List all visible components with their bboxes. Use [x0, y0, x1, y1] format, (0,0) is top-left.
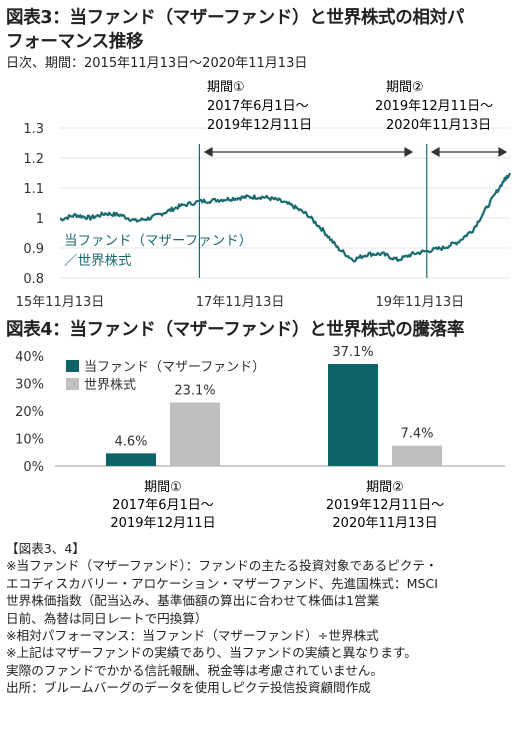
period2-range-line1: 2019年12月11日～	[375, 99, 493, 114]
period1-range-line1: 2017年6月1日～	[207, 99, 309, 114]
period2-arrow-left	[430, 146, 440, 158]
fig4-legend-label: 世界株式	[84, 378, 136, 393]
fig3-y-tick-label: 1.2	[23, 152, 44, 167]
group1-label: 期間①	[144, 480, 182, 495]
fig3-x-tick-label: 17年11月13日	[196, 295, 285, 310]
fig3-x-ticks: 15年11月13日 17年11月13日 19年11月13日	[16, 295, 464, 310]
group1-range-line1: 2017年6月1日～	[112, 498, 214, 513]
notes-heading: 【図表3、4】	[6, 541, 85, 556]
fig4-legend-swatch	[66, 360, 79, 372]
note-line: 出所：ブルームバーグのデータを使用しピクテ投信投資顧問作成	[6, 680, 371, 696]
note-line: 世界株価指数（配当込み、基準価額の算出に合わせて株価は1営業	[6, 593, 380, 609]
notes-block: 【図表3、4】 ※当ファンド（マザーファンド）：ファンドの主たる投資対象であるピ…	[6, 540, 526, 697]
fig3-title-line2: フォーマンス推移	[6, 32, 144, 52]
note-line: ※上記はマザーファンドの実績であり、当ファンドの実績と異なります。	[6, 645, 417, 661]
fig3-subtitle: 日次、期間：2015年11月13日～2020年11月13日	[6, 56, 308, 71]
fig4-bars: 4.6% 37.1% 23.1% 7.4%	[106, 345, 442, 466]
fig3-grid	[60, 127, 510, 279]
period1-range-line2: 2019年12月11日	[207, 118, 312, 133]
period2-range-line2: 2020年11月13日	[386, 118, 491, 133]
fig4-y-tick-label: 0%	[23, 460, 44, 475]
fig3-y-tick-label: 1.3	[23, 122, 44, 137]
fig4-bar-value-label: 7.4%	[400, 427, 433, 442]
fig4-legend-swatch	[66, 378, 79, 390]
fig3-line-chart: 0.8 0.9 1 1.1 1.2 1.3 15年11月13日 17年11月13日 19年11…	[16, 80, 512, 310]
note-line: 実際のファンドでかかる信託報酬、税金等は考慮されていません。	[6, 662, 384, 678]
fig3-x-tick-label: 19年11月13日	[376, 295, 465, 310]
note-line: エコディスカバリー・アロケーション・マザーファンド、先進国株式：MSCI	[6, 575, 438, 591]
fig4-y-tick-label: 20%	[15, 405, 44, 420]
fig4-bar-chart: 0% 10% 20% 30% 40% 4.6% 37.1% 23.1% 7.4% 当ファンド（…	[15, 345, 505, 531]
group2-label: 期間②	[366, 480, 404, 495]
fig4-category-labels: 期間① 2017年6月1日～ 2019年12月11日 期間② 2019年12月1…	[110, 480, 444, 531]
fig4-y-tick-label: 40%	[15, 350, 44, 365]
fig4-bar	[328, 363, 378, 466]
fig4-legend: 当ファンド（マザーファンド） 世界株式	[66, 360, 265, 393]
fig4-y-tick-label: 10%	[15, 433, 44, 448]
fig4-bar-value-label: 37.1%	[332, 345, 373, 360]
fig4-title: 図表4：当ファンド（マザーファンド）と世界株式の騰落率	[6, 320, 465, 340]
period2-label: 期間②	[386, 80, 424, 95]
fig3-y-ticks: 0.8 0.9 1 1.1 1.2 1.3	[23, 122, 44, 287]
note-line: ※当ファンド（マザーファンド）：ファンドの主たる投資対象であるピクテ・	[6, 558, 438, 574]
note-line: 日前、為替は同日レートで円換算）	[6, 610, 208, 626]
fig4-bar	[170, 402, 220, 466]
series-label-line1: 当ファンド（マザーファンド）	[64, 233, 252, 249]
fig4-bar	[392, 445, 442, 466]
fig4-y-tick-label: 30%	[15, 378, 44, 393]
group2-range-line2: 2020年11月13日	[332, 516, 437, 531]
group2-range-line1: 2019年12月11日～	[326, 498, 444, 513]
series-label-line2: ／世界株式	[64, 253, 132, 269]
fig3-period-markers	[198, 144, 428, 278]
period1-arrow-right	[404, 146, 414, 158]
fig4-bar	[106, 453, 156, 466]
period2-arrow-right	[498, 146, 508, 158]
fig3-y-tick-label: 1	[36, 212, 44, 227]
fig4-bar-value-label: 23.1%	[174, 383, 215, 398]
group1-range-line2: 2019年12月11日	[110, 516, 215, 531]
fig4-y-ticks: 0% 10% 20% 30% 40%	[15, 350, 44, 475]
fig3-x-tick-label: 15年11月13日	[16, 295, 105, 310]
period1-arrow-left	[203, 146, 213, 158]
fig4-bar-value-label: 4.6%	[114, 434, 147, 449]
fig3-series-line	[59, 172, 512, 263]
fig3-y-tick-label: 1.1	[23, 182, 44, 197]
note-line: ※相対パフォーマンス：当ファンド（マザーファンド）÷世界株式	[6, 628, 379, 644]
fig3-y-tick-label: 0.8	[23, 272, 44, 287]
fig4-legend-label: 当ファンド（マザーファンド）	[84, 360, 265, 375]
fig3-y-tick-label: 0.9	[23, 242, 44, 257]
period1-label: 期間①	[207, 80, 245, 95]
fig3-title-line1: 図表3：当ファンド（マザーファンド）と世界株式の相対パ	[6, 8, 465, 28]
